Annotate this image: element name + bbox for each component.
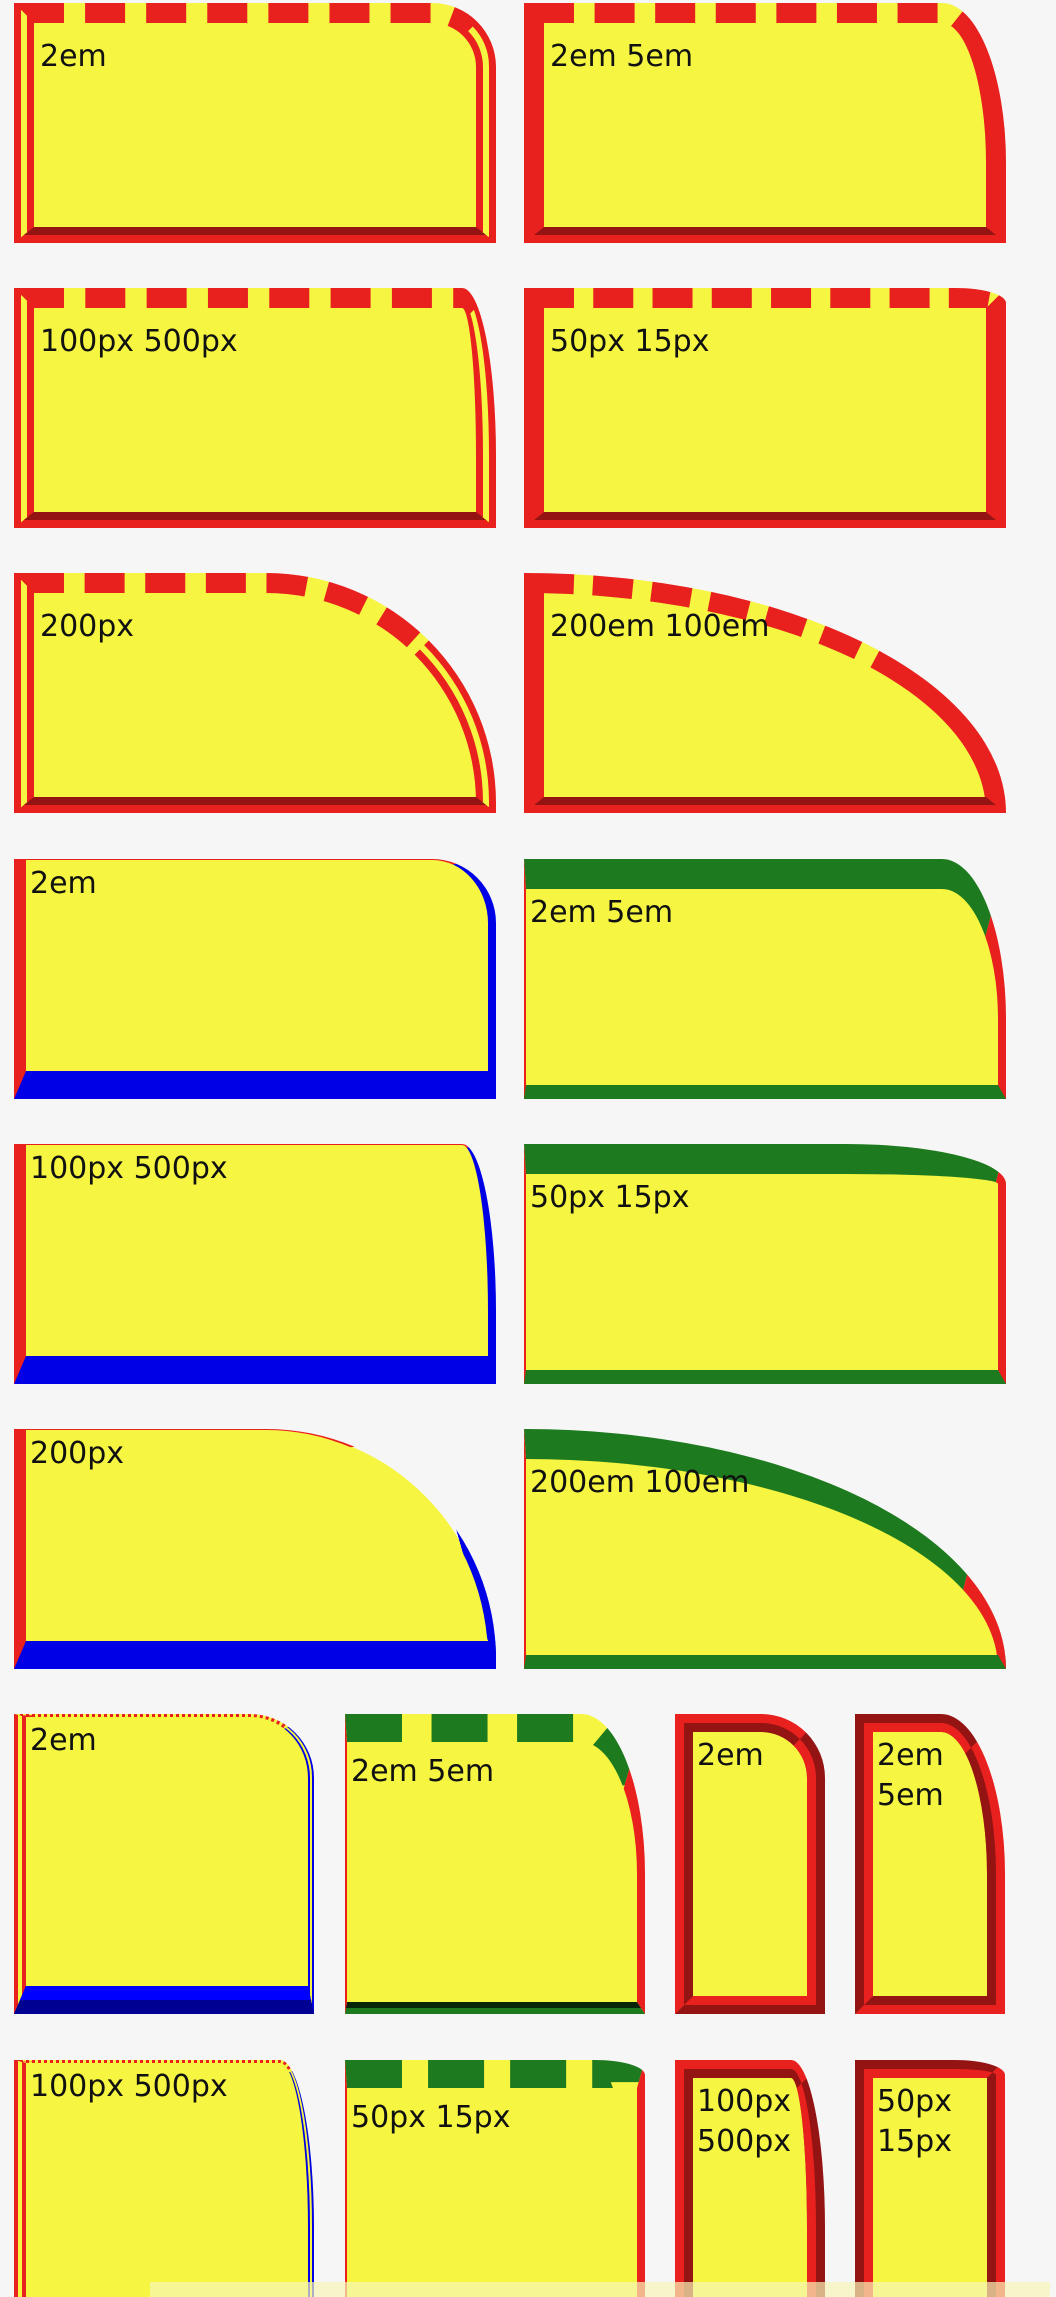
radius-box-2em: 2em [14,1714,314,2014]
radius-label: 100px 500px [30,1151,228,1186]
radius-label: 2em [30,1723,97,1758]
radius-box-2em-5em: 2em 5em [855,1714,1005,2014]
radius-box-50px-15px: 50px 15px [524,288,1006,528]
radius-label: 50px 15px [351,2100,511,2135]
radius-box-200em-100em: 200em 100em [524,573,1006,813]
radius-box-50px-15px: 50px 15px [524,1144,1006,1384]
radius-box-2em-5em: 2em 5em [524,859,1006,1099]
radius-label: 2em 5em [877,1738,944,1813]
radius-box-50px-15px: 50px 15px [345,2060,645,2297]
radius-box-200px: 200px [14,1429,496,1669]
radius-label: 200px [30,1436,125,1471]
radius-label: 2em [30,866,97,901]
radius-box-50px-15px: 50px 15px [855,2060,1005,2297]
radius-label: 2em 5em [351,1754,495,1789]
radius-label: 50px 15px [530,1180,690,1215]
radius-label: 2em [40,39,107,74]
radius-box-2em: 2em [14,3,496,243]
scroll-fade-overlay [150,2282,1050,2297]
radius-label: 100px 500px [30,2069,228,2104]
radius-label: 50px 15px [550,324,710,359]
radius-box-2em-5em: 2em 5em [345,1714,645,2014]
radius-label: 50px 15px [877,2084,952,2159]
radius-label: 200em 100em [530,1465,750,1500]
radius-box-100px-500px: 100px 500px [14,1144,496,1384]
radius-box-2em-5em: 2em 5em [524,3,1006,243]
radius-label: 2em 5em [550,39,694,74]
radius-label: 200px [40,609,135,644]
radius-label: 2em [697,1738,764,1773]
radius-label: 100px 500px [40,324,238,359]
radius-box-2em: 2em [675,1714,825,2014]
radius-box-2em: 2em [14,859,496,1099]
radius-box-200em-100em: 200em 100em [524,1429,1006,1669]
radius-label: 200em 100em [550,609,770,644]
radius-label: 2em 5em [530,895,674,930]
radius-box-100px-500px: 100px 500px [14,2060,314,2297]
radius-box-100px-500px: 100px 500px [14,288,496,528]
radius-label: 100px 500px [697,2084,792,2159]
radius-box-100px-500px: 100px 500px [675,2060,825,2297]
radius-box-200px: 200px [14,573,496,813]
